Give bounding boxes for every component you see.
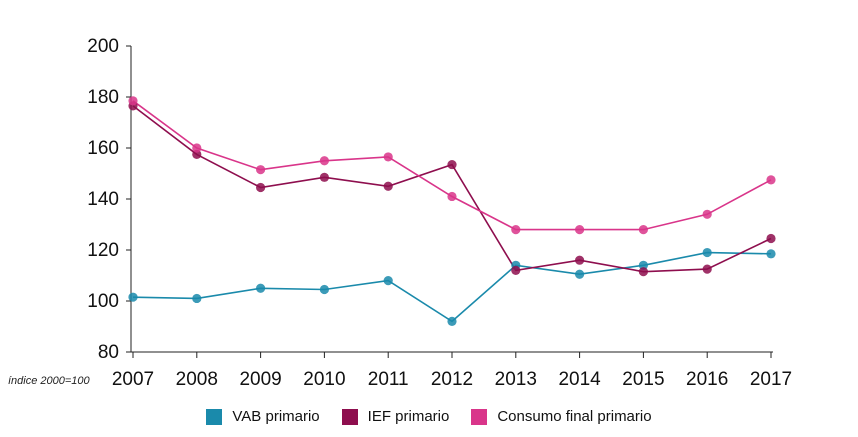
data-point-2 [192, 143, 202, 153]
data-point-0 [128, 292, 138, 302]
data-point-0 [319, 284, 329, 295]
data-point-0 [447, 316, 457, 326]
data-point-1 [319, 172, 329, 182]
y-tick-label: 140 [87, 189, 119, 210]
x-tick-label: 2011 [368, 369, 409, 390]
legend-swatch-consumo [471, 408, 488, 425]
y-tick-label: 100 [87, 291, 119, 312]
x-tick-label: 2012 [431, 369, 473, 390]
data-point-2 [702, 209, 712, 219]
y-tick-label: 160 [87, 138, 119, 159]
x-tick-label: 2007 [112, 369, 154, 390]
data-point-1 [256, 182, 266, 193]
x-tick-label: 2008 [176, 369, 218, 390]
data-point-2 [319, 156, 329, 166]
y-tick-label: 200 [87, 36, 119, 57]
legend-item-vab: VAB primario [206, 408, 320, 425]
data-point-0 [702, 247, 712, 258]
legend-swatch-ief [341, 408, 358, 425]
data-point-1 [192, 149, 202, 159]
y-tick-label: 180 [87, 87, 119, 108]
chart-axes [126, 45, 773, 358]
data-point-0 [766, 249, 776, 259]
data-point-1 [638, 267, 649, 277]
data-point-2 [575, 225, 585, 235]
data-point-1 [766, 233, 776, 244]
x-tick-label: 2014 [558, 369, 601, 390]
data-point-2 [447, 191, 457, 202]
y-tick-labels: 200 180 160 140 120 100 80 [87, 36, 119, 363]
x-tick-label: 2016 [686, 369, 728, 390]
chart-legend: VAB primario IEF primario Consumo final … [0, 408, 858, 425]
data-point-2 [511, 225, 521, 235]
data-point-0 [192, 293, 202, 304]
data-point-2 [383, 152, 393, 162]
data-point-0 [638, 260, 649, 270]
y-tick-label: 80 [98, 342, 119, 363]
x-tick-label: 2013 [495, 369, 537, 390]
data-point-1 [511, 265, 521, 275]
data-point-2 [128, 96, 138, 106]
legend-item-ief: IEF primario [341, 408, 450, 425]
x-tick-label: 2010 [303, 369, 345, 390]
data-point-2 [638, 225, 649, 235]
x-tick-label: 2017 [750, 369, 792, 390]
series-line-0 [132, 251, 772, 323]
data-point-2 [766, 175, 776, 185]
legend-label-ief: IEF primario [367, 408, 450, 425]
data-point-0 [575, 269, 585, 279]
legend-label-vab: VAB primario [232, 408, 320, 425]
data-point-1 [702, 264, 712, 274]
x-tick-labels: 2007 2008 2009 2010 2011 2012 2013 2014 2015 2016… [112, 369, 792, 390]
data-point-0 [383, 276, 393, 286]
x-tick-label: 2015 [622, 369, 664, 390]
legend-swatch-vab [206, 408, 223, 425]
data-point-0 [256, 283, 266, 293]
legend-label-consumo: Consumo final primario [497, 408, 652, 425]
legend-item-consumo: Consumo final primario [471, 408, 652, 425]
line-chart: 200 180 160 140 120 100 80 2007 2008 2009 2010 201… [8, 36, 792, 390]
data-point-1 [383, 181, 393, 191]
series-points [128, 96, 776, 326]
index-note: índice 2000=100 [8, 375, 91, 387]
data-point-1 [575, 255, 585, 265]
y-tick-label: 120 [87, 240, 119, 261]
series-lines [132, 100, 772, 323]
series-line-1 [132, 105, 772, 273]
data-point-1 [447, 159, 457, 170]
x-tick-label: 2009 [239, 369, 281, 390]
data-point-2 [256, 165, 266, 175]
